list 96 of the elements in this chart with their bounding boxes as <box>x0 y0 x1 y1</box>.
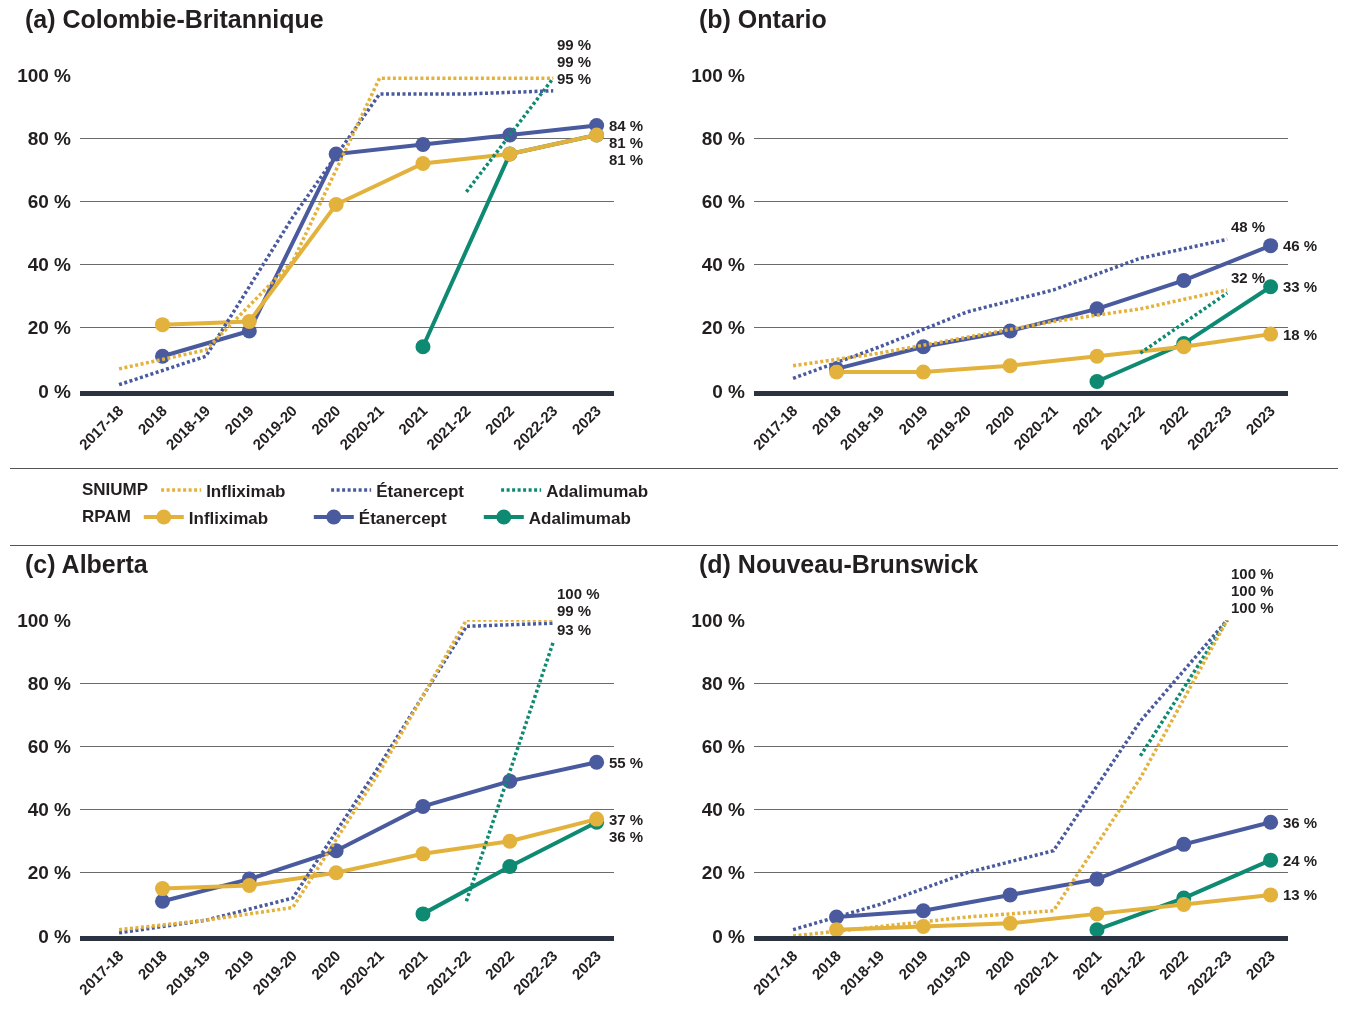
y-tick-label: 0 % <box>712 925 746 947</box>
line-series <box>791 288 1229 368</box>
y-tick-label: 40 % <box>27 254 72 276</box>
data-label: 32 % <box>1231 269 1266 286</box>
chart-title: (b) Ontario <box>699 4 827 33</box>
point <box>1176 836 1192 852</box>
point <box>1263 279 1279 295</box>
point <box>415 846 431 862</box>
point <box>415 906 431 922</box>
data-label: 55 % <box>609 754 644 771</box>
y-tick-label: 0 % <box>712 380 746 402</box>
point <box>415 137 431 153</box>
point <box>1089 922 1105 938</box>
point <box>155 893 170 909</box>
point <box>1263 326 1279 342</box>
point <box>1089 906 1105 922</box>
point <box>155 317 170 333</box>
data-label: 99 % <box>557 36 592 53</box>
point <box>1176 272 1192 288</box>
data-label: 100 % <box>557 585 600 602</box>
chart-title: (d) Nouveau-Brunswick <box>699 549 979 578</box>
y-tick-label: 20 % <box>701 317 746 339</box>
point <box>241 877 257 893</box>
point <box>915 364 931 380</box>
y-tick-label: 80 % <box>701 672 746 694</box>
data-label: 84 % <box>609 117 644 134</box>
legend-label: Étanercept <box>358 508 447 528</box>
point <box>915 903 931 919</box>
data-label: 93 % <box>557 621 592 638</box>
legend-label: Adalimumab <box>546 481 649 501</box>
point <box>415 155 431 171</box>
data-label: 81 % <box>609 134 644 151</box>
data-label: 46 % <box>1283 237 1318 254</box>
y-tick-label: 40 % <box>701 254 746 276</box>
point <box>415 339 431 355</box>
y-tick-label: 100 % <box>691 64 746 86</box>
y-tick-label: 40 % <box>701 799 746 821</box>
y-tick-label: 60 % <box>701 736 746 758</box>
data-label: 33 % <box>1283 278 1318 295</box>
y-tick-label: 100 % <box>17 609 72 631</box>
y-tick-label: 60 % <box>27 736 72 758</box>
point <box>241 313 257 329</box>
data-label: 99 % <box>557 53 592 70</box>
data-label: 100 % <box>1231 582 1274 599</box>
data-label: 81 % <box>609 151 644 168</box>
y-tick-label: 20 % <box>701 862 746 884</box>
data-label: 99 % <box>557 602 592 619</box>
point <box>1263 238 1279 254</box>
y-tick-label: 100 % <box>17 64 72 86</box>
point <box>1002 358 1018 374</box>
chart-title: (c) Alberta <box>25 549 149 578</box>
y-tick-label: 100 % <box>691 609 746 631</box>
point <box>1002 915 1018 931</box>
y-tick-label: 60 % <box>701 191 746 213</box>
y-tick-label: 20 % <box>27 862 72 884</box>
y-tick-label: 80 % <box>27 127 72 149</box>
y-tick-label: 80 % <box>27 672 72 694</box>
chart-title: (a) Colombie-Britannique <box>25 4 324 33</box>
point <box>1176 896 1192 912</box>
point <box>155 881 170 897</box>
y-tick-label: 60 % <box>27 191 72 213</box>
y-tick-label: 80 % <box>701 127 746 149</box>
legend-label: Infliximab <box>206 481 286 501</box>
data-label: 18 % <box>1283 326 1318 343</box>
y-tick-label: 40 % <box>27 799 72 821</box>
data-label: 24 % <box>1283 852 1318 869</box>
point <box>1263 887 1279 903</box>
point <box>589 754 605 770</box>
data-label: 13 % <box>1283 886 1318 903</box>
data-label: 37 % <box>609 811 644 828</box>
text: RPAM <box>82 506 131 526</box>
point <box>1089 374 1105 390</box>
point <box>1089 301 1105 317</box>
data-label: 100 % <box>1231 599 1274 616</box>
point <box>1089 871 1105 887</box>
y-tick-label: 20 % <box>27 317 72 339</box>
text: SNIUMP <box>82 479 149 499</box>
point <box>328 197 344 213</box>
data-label: 36 % <box>1283 814 1318 831</box>
point <box>1263 814 1279 830</box>
data-label: 36 % <box>609 828 644 845</box>
legend-label: Adalimumab <box>528 508 631 528</box>
point <box>1089 348 1105 364</box>
legend-label: Infliximab <box>188 508 269 528</box>
data-label: 48 % <box>1231 218 1266 235</box>
point <box>415 798 431 814</box>
y-tick-label: 0 % <box>38 925 72 947</box>
point <box>328 865 344 881</box>
data-label: 100 % <box>1231 565 1274 582</box>
y-tick-label: 0 % <box>38 380 72 402</box>
point <box>502 833 518 849</box>
point <box>1002 887 1018 903</box>
data-label: 95 % <box>557 70 592 87</box>
point <box>502 858 518 874</box>
legend-label: Étanercept <box>376 481 465 501</box>
point <box>1263 852 1279 868</box>
